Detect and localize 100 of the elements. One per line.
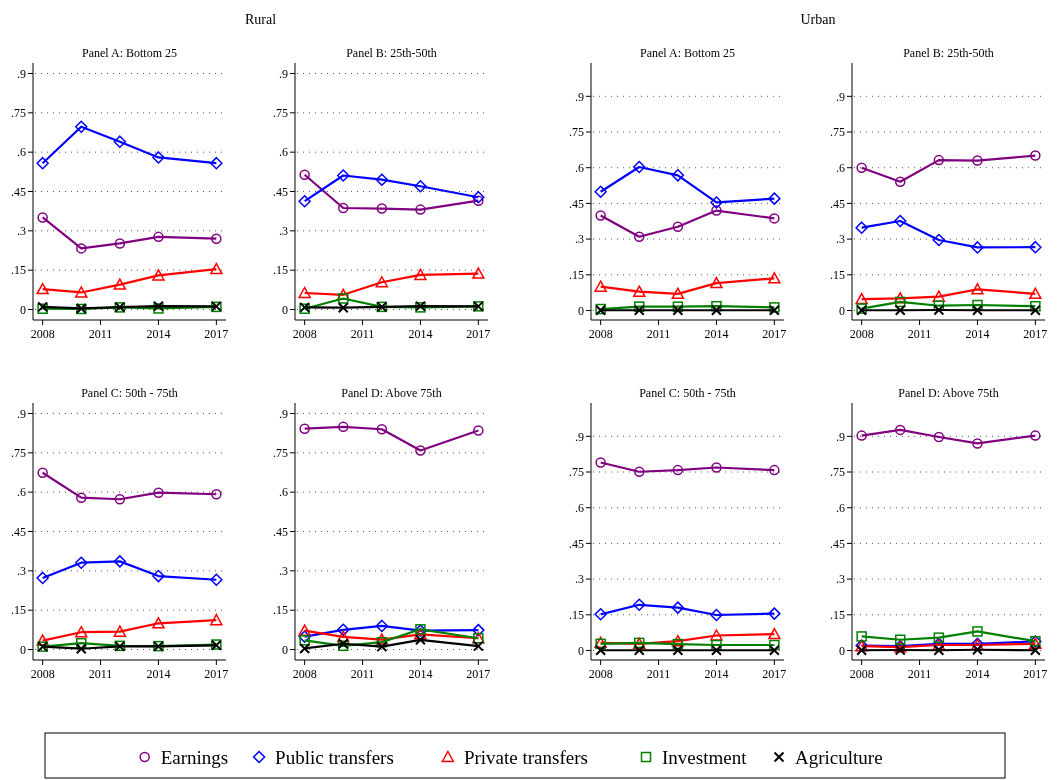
point: [933, 632, 945, 643]
point: [75, 643, 87, 655]
y-tick-label: .3: [575, 232, 584, 247]
point: [932, 233, 946, 247]
point: [299, 642, 311, 654]
point: [671, 634, 685, 647]
point: [971, 283, 984, 295]
y-tick-label: .75: [11, 106, 26, 121]
point: [769, 213, 780, 224]
point: [768, 192, 781, 205]
x-tick-label: 2014: [704, 667, 729, 681]
y-tick-label: .3: [279, 564, 288, 579]
point: [1030, 430, 1041, 441]
x-tick-label: 2008: [588, 327, 613, 341]
point: [210, 573, 223, 586]
y-tick-label: .9: [17, 406, 26, 421]
point: [633, 644, 645, 656]
point: [210, 613, 223, 626]
y-tick-label: 0: [282, 642, 288, 657]
y-tick-label: .15: [830, 267, 845, 282]
point: [1029, 240, 1042, 254]
y-tick-label: .45: [11, 524, 26, 539]
point: [376, 203, 388, 214]
point: [769, 639, 780, 651]
point: [375, 619, 389, 633]
point: [1030, 300, 1041, 312]
point: [971, 304, 983, 316]
point: [337, 623, 350, 637]
point: [672, 644, 684, 656]
point: [75, 286, 88, 298]
point: [768, 644, 780, 656]
point: [211, 489, 222, 500]
y-tick-label: .6: [279, 145, 288, 160]
point: [895, 176, 906, 187]
y-tick-label: .75: [569, 125, 584, 140]
y-tick-label: .3: [836, 232, 845, 247]
y-tick-label: .45: [569, 196, 584, 211]
point: [473, 425, 484, 436]
point: [472, 267, 485, 279]
point: [153, 231, 164, 243]
point: [298, 286, 311, 299]
point: [153, 487, 164, 498]
point: [1029, 287, 1042, 300]
point: [36, 282, 49, 295]
y-tick-label: .6: [575, 500, 584, 515]
point: [933, 644, 945, 656]
y-tick-label: .15: [830, 607, 845, 622]
point: [711, 300, 722, 312]
point: [855, 221, 868, 234]
point: [75, 625, 88, 638]
point: [75, 120, 88, 133]
point: [933, 154, 945, 166]
point: [376, 641, 388, 653]
x-tick-label: 2008: [849, 327, 874, 341]
legend-label: Public transfers: [275, 746, 394, 768]
point: [414, 180, 427, 193]
y-tick-label: .75: [11, 446, 26, 461]
y-tick-label: .9: [279, 406, 288, 421]
point: [1029, 644, 1041, 656]
point: [855, 292, 868, 305]
point: [210, 156, 223, 170]
point: [711, 639, 722, 651]
x-tick-label: 2014: [408, 327, 433, 341]
point: [594, 280, 607, 292]
point: [211, 233, 222, 244]
y-tick-label: .3: [17, 564, 26, 579]
point: [972, 155, 983, 166]
point: [338, 421, 349, 433]
point: [37, 212, 48, 223]
x-tick-label: 2011: [907, 327, 932, 341]
point: [415, 204, 426, 215]
y-tick-label: .6: [17, 485, 26, 500]
point: [36, 634, 49, 646]
point: [768, 627, 781, 640]
point: [895, 634, 906, 646]
point: [895, 296, 906, 308]
x-tick-label: 2017: [762, 667, 787, 681]
point: [472, 640, 484, 652]
point: [672, 638, 684, 650]
x-tick-label: 2017: [1023, 667, 1048, 681]
x-tick-label: 2017: [466, 327, 491, 341]
point: [594, 185, 607, 198]
y-tick-label: 0: [839, 643, 845, 658]
point: [972, 299, 983, 311]
point: [37, 467, 48, 479]
point: [338, 202, 349, 214]
y-tick-label: 0: [578, 303, 584, 318]
x-tick-label: 2014: [704, 327, 729, 341]
x-tick-label: 2017: [762, 327, 787, 341]
point: [671, 169, 685, 182]
point: [672, 301, 684, 312]
point: [594, 608, 607, 621]
chart-title: Panel A: Bottom 25: [639, 46, 736, 60]
chart-title: Panel B: 25th-50th: [346, 46, 437, 60]
y-tick-label: 0: [578, 643, 584, 658]
point: [414, 634, 426, 646]
x-tick-label: 2017: [204, 667, 229, 681]
chart-title: Panel C: 50th - 75th: [639, 386, 736, 400]
y-tick-label: .9: [17, 66, 26, 81]
point: [971, 241, 984, 254]
